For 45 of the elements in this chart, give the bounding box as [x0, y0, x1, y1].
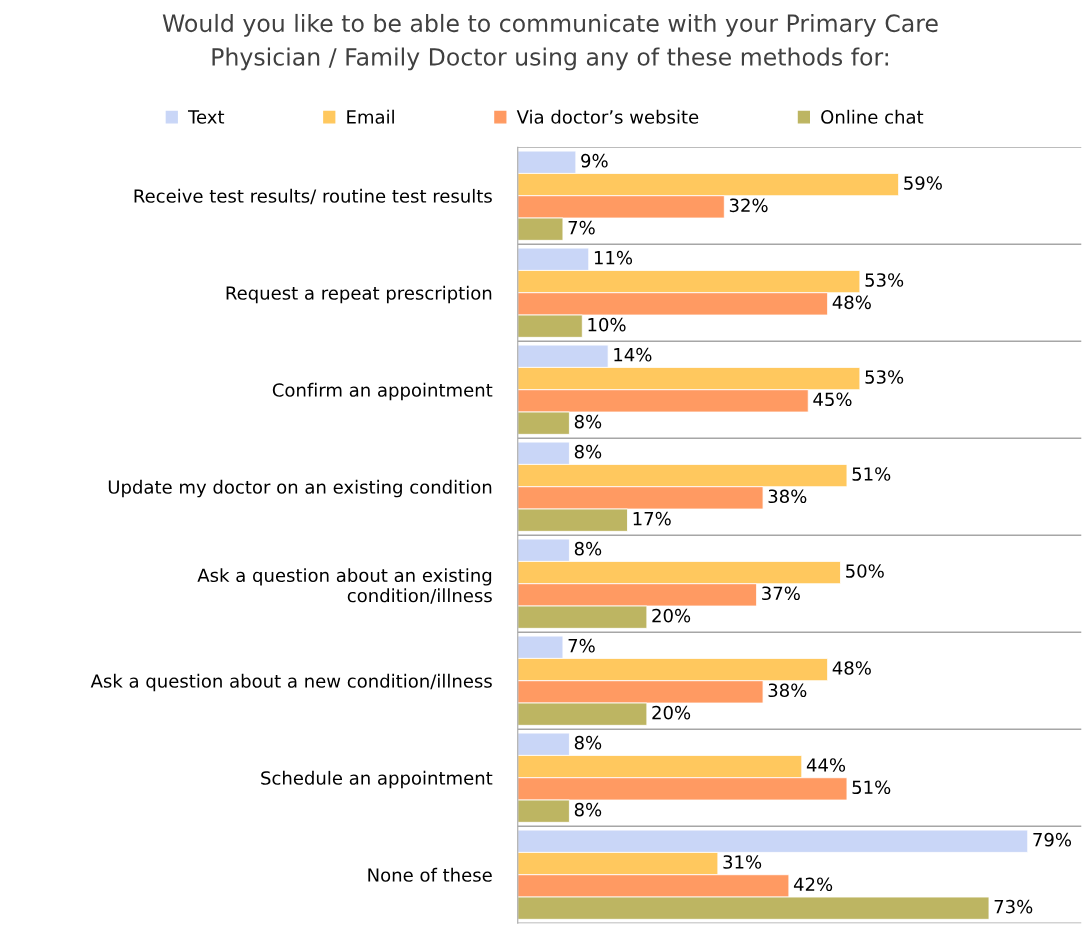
data-label: 11%: [594, 250, 633, 265]
data-label: 8%: [574, 541, 602, 556]
y-tick-label: Ask a question about a new condition/illness: [90, 673, 492, 692]
legend-label: Email: [347, 109, 394, 124]
data-label: 53%: [865, 273, 904, 287]
y-tick-label: Request a repeat prescription: [226, 285, 492, 304]
data-label: 51%: [852, 780, 891, 795]
y-tick-label: Update my doctor on an existing condition: [108, 479, 492, 498]
data-label: 73%: [994, 899, 1033, 914]
chart-title: Would you like to be able to communicate with your Primary Care Physician / Family Doctor using any of these methods for:: [162, 13, 938, 71]
data-label: 42%: [793, 877, 833, 892]
y-tick-label: Confirm an appointment: [272, 382, 493, 401]
data-label: 32%: [729, 198, 768, 213]
data-label: 53%: [865, 370, 904, 384]
data-label: 20%: [652, 705, 691, 720]
y-tick-label: Ask a question about an existing condition/illness: [197, 568, 492, 604]
data-label: 8%: [574, 802, 602, 817]
data-label: 59%: [904, 176, 942, 190]
data-label: 8%: [574, 414, 602, 429]
data-label: 9%: [581, 153, 608, 168]
y-tick-label: Receive test results/ routine test results: [134, 188, 492, 205]
data-label: 45%: [813, 392, 852, 407]
data-label: 48%: [832, 295, 871, 310]
data-label: 37%: [762, 586, 800, 601]
legend-label: Text: [187, 110, 225, 124]
data-label: 20%: [652, 608, 691, 623]
legend-label: Via doctor’s website: [516, 109, 699, 124]
data-label: 79%: [1033, 832, 1072, 847]
data-label: 31%: [723, 855, 762, 869]
y-tick-label: Schedule an appointment: [261, 770, 493, 789]
legend-label: Online chat: [821, 109, 924, 124]
data-label: 38%: [768, 683, 807, 698]
data-label: 44%: [806, 758, 846, 772]
data-label: 7%: [568, 220, 595, 235]
data-label: 51%: [852, 467, 891, 481]
data-label: 48%: [832, 661, 871, 675]
data-label: 17%: [633, 511, 671, 526]
data-label: 8%: [574, 735, 602, 750]
data-label: 50%: [846, 564, 884, 578]
y-tick-label: None of these: [368, 867, 492, 882]
data-label: 7%: [568, 638, 595, 653]
data-label: 10%: [588, 317, 626, 332]
data-label: 8%: [574, 444, 602, 459]
data-label: 14%: [614, 347, 652, 362]
data-label: 38%: [768, 489, 807, 504]
